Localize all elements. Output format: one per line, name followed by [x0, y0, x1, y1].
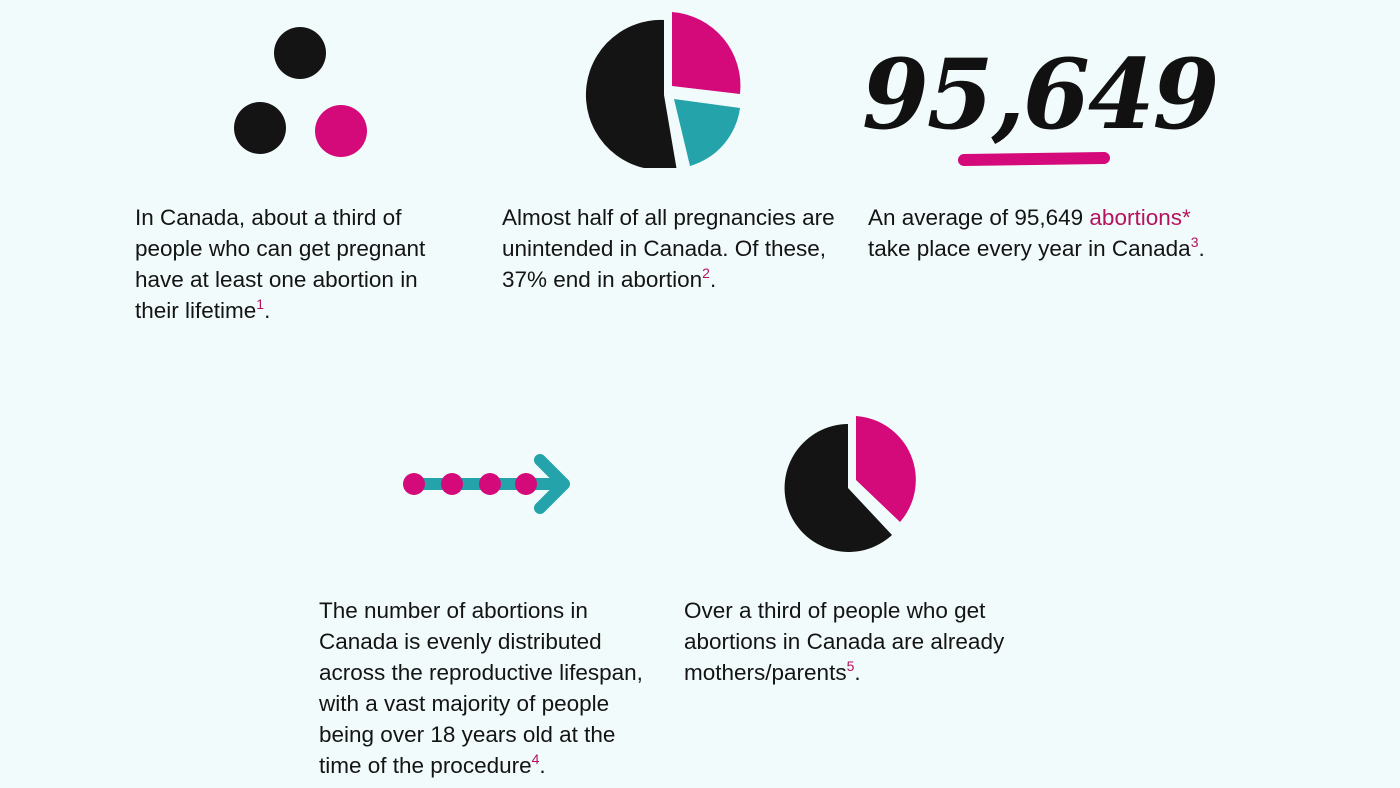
dot-bottom-right: [315, 105, 367, 157]
stat-4-text: The number of abortions in Canada is eve…: [319, 598, 643, 778]
pie-chart-icon: [585, 12, 741, 168]
footnote-5[interactable]: 5: [846, 658, 855, 674]
arrow-head: [534, 454, 570, 514]
stat-2-text: Almost half of all pregnancies are unint…: [502, 205, 835, 292]
dot-bottom-left: [234, 102, 286, 154]
footnote-3[interactable]: 3: [1190, 234, 1199, 250]
underline-stroke: [958, 152, 1110, 166]
pie-slice-magenta: [856, 416, 916, 522]
big-number: 95,649: [862, 38, 1219, 151]
footnote-4[interactable]: 4: [531, 751, 540, 767]
pie-slice-black: [784, 424, 892, 552]
timeline-dot: [515, 473, 537, 495]
timeline-dot: [403, 473, 425, 495]
stat-5-text: Over a third of people who get abortions…: [684, 598, 1005, 685]
footnote-1[interactable]: 1: [256, 296, 265, 312]
stat-1-text: In Canada, about a third of people who c…: [135, 205, 426, 323]
abortions-link[interactable]: abortions*: [1089, 205, 1191, 230]
dot-top: [274, 27, 326, 79]
three-dots-icon: [234, 27, 367, 157]
pie-chart-icon: [784, 416, 916, 552]
timeline-dot: [441, 473, 463, 495]
timeline-dot: [479, 473, 501, 495]
stat-3-text: An average of 95,649 abortions* take pla…: [868, 205, 1205, 261]
pie-slice-magenta: [672, 12, 741, 94]
pie-slice-teal: [674, 99, 740, 166]
pie-slice-black: [585, 19, 677, 168]
arrow-timeline-icon: [403, 454, 570, 514]
footnote-2[interactable]: 2: [702, 265, 710, 281]
